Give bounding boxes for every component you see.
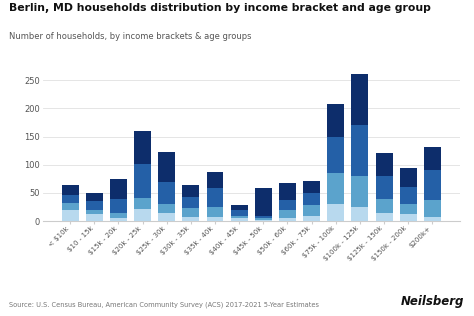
Bar	[207, 217, 223, 221]
Text: Number of households, by income brackets & age groups: Number of households, by income brackets…	[9, 32, 252, 40]
Bar	[158, 182, 175, 204]
Bar	[86, 215, 103, 221]
Bar	[110, 179, 127, 199]
Bar	[255, 218, 272, 220]
Bar	[424, 170, 441, 200]
Bar	[158, 152, 175, 182]
Bar	[62, 195, 79, 203]
Bar	[110, 199, 127, 213]
Bar	[182, 197, 199, 208]
Bar	[328, 137, 344, 173]
Bar	[231, 218, 247, 221]
Bar	[86, 210, 103, 215]
Bar	[86, 193, 103, 202]
Bar	[400, 187, 417, 204]
Bar	[279, 218, 296, 221]
Text: Berlin, MD households distribution by income bracket and age group: Berlin, MD households distribution by in…	[9, 3, 431, 13]
Bar	[424, 217, 441, 221]
Bar	[158, 213, 175, 221]
Bar	[424, 200, 441, 217]
Bar	[134, 198, 151, 209]
Bar	[134, 164, 151, 198]
Bar	[303, 193, 320, 205]
Text: Source: U.S. Census Bureau, American Community Survey (ACS) 2017-2021 5-Year Est: Source: U.S. Census Bureau, American Com…	[9, 301, 319, 308]
Bar	[110, 218, 127, 221]
Bar	[110, 213, 127, 218]
Bar	[424, 147, 441, 170]
Bar	[158, 204, 175, 213]
Bar	[375, 176, 392, 199]
Bar	[231, 216, 247, 218]
Bar	[231, 205, 247, 210]
Bar	[400, 204, 417, 215]
Bar	[207, 188, 223, 207]
Bar	[255, 220, 272, 221]
Bar	[255, 216, 272, 218]
Bar	[375, 154, 392, 176]
Bar	[62, 185, 79, 195]
Bar	[86, 202, 103, 210]
Bar	[351, 207, 368, 221]
Bar	[351, 176, 368, 207]
Bar	[255, 188, 272, 216]
Bar	[182, 217, 199, 221]
Bar	[400, 215, 417, 221]
Bar	[303, 180, 320, 193]
Bar	[375, 199, 392, 213]
Bar	[400, 167, 417, 187]
Bar	[182, 185, 199, 197]
Bar	[279, 210, 296, 218]
Bar	[207, 207, 223, 217]
Bar	[207, 172, 223, 188]
Bar	[134, 209, 151, 221]
Bar	[303, 216, 320, 221]
Bar	[328, 104, 344, 137]
Bar	[303, 205, 320, 216]
Bar	[62, 203, 79, 210]
Bar	[351, 125, 368, 176]
Bar	[134, 131, 151, 164]
Bar	[328, 173, 344, 204]
Bar	[182, 208, 199, 217]
Bar	[328, 204, 344, 221]
Bar	[351, 75, 368, 125]
Bar	[62, 210, 79, 221]
Bar	[279, 200, 296, 210]
Bar	[375, 213, 392, 221]
Bar	[279, 183, 296, 200]
Bar	[231, 210, 247, 216]
Text: Neilsberg: Neilsberg	[401, 295, 465, 308]
